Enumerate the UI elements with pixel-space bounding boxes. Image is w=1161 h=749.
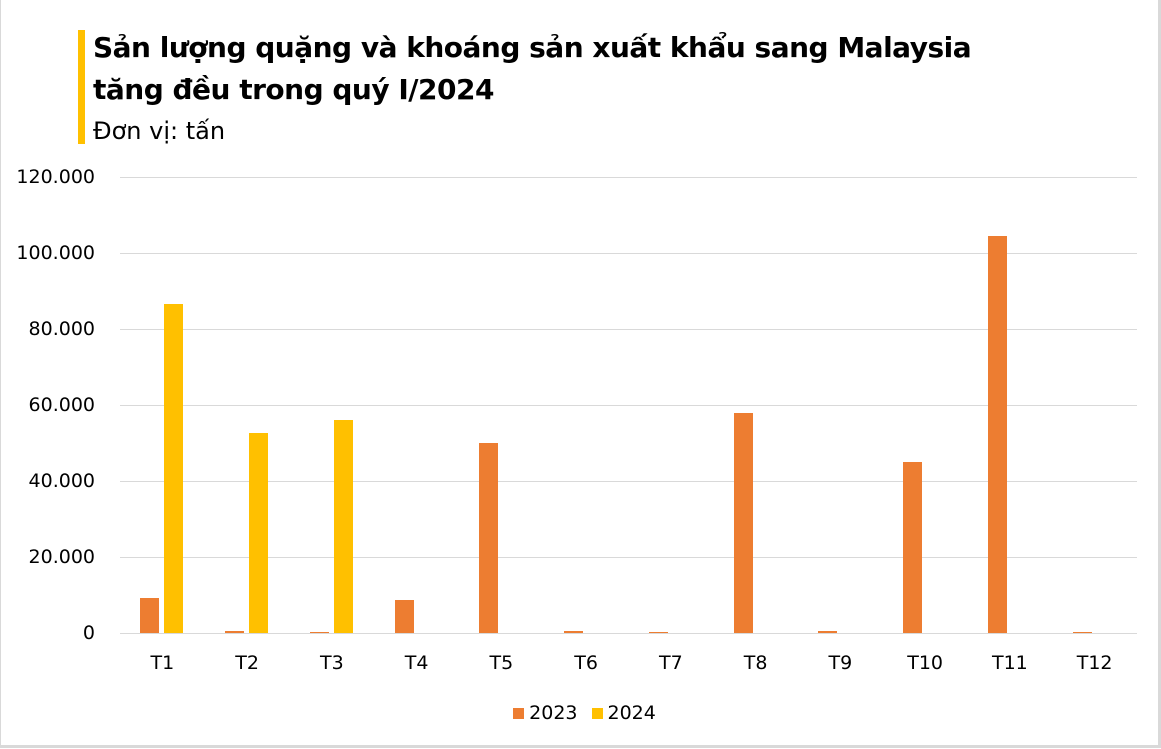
unit-label: Đơn vị: tấn: [93, 117, 226, 145]
legend-label-2024: 2024: [607, 702, 656, 724]
gridline: [120, 253, 1137, 254]
gridline: [120, 329, 1137, 330]
x-tick-label: T12: [1076, 652, 1113, 674]
plot-area: [120, 177, 1137, 634]
gridline: [120, 481, 1137, 482]
x-tick-label: T3: [320, 652, 344, 674]
x-tick-label: T4: [404, 652, 429, 674]
y-tick-label: 0: [82, 622, 95, 644]
legend-item-2023: 2023: [513, 702, 578, 724]
y-tick-label: 60.000: [28, 394, 95, 416]
bar-2023-T7: [648, 631, 668, 633]
x-tick-label: T2: [235, 652, 259, 674]
x-tick-label: T8: [743, 652, 768, 674]
x-tick-label: T1: [150, 652, 175, 674]
gridline: [120, 633, 1137, 634]
bar-2023-T1: [140, 598, 160, 633]
title-line-1: Sản lượng quặng và khoáng sản xuất khẩu …: [93, 31, 972, 64]
x-tick-label: T9: [828, 652, 853, 674]
y-tick-label: 100.000: [16, 242, 95, 264]
y-tick-label: 20.000: [28, 546, 95, 568]
legend: 2023 2024: [0, 702, 1161, 724]
legend-label-2023: 2023: [529, 702, 578, 724]
bar-2024-T3: [333, 419, 353, 633]
bar-2023-T2: [225, 631, 245, 633]
x-tick-label: T10: [907, 652, 944, 674]
title-line-2: tăng đều trong quý I/2024: [93, 73, 494, 106]
bar-2023-T12: [1072, 631, 1092, 633]
x-tick-label: T5: [489, 652, 514, 674]
bar-2023-T11: [987, 235, 1007, 633]
x-tick-label: T11: [991, 652, 1028, 674]
gridline: [120, 557, 1137, 558]
y-tick-label: 40.000: [28, 470, 95, 492]
bar-2023-T10: [903, 462, 923, 633]
legend-item-2024: 2024: [591, 702, 656, 724]
x-tick-label: T7: [659, 652, 683, 674]
bar-2023-T5: [479, 443, 499, 633]
bar-2023-T9: [818, 631, 838, 633]
chart-title: Sản lượng quặng và khoáng sản xuất khẩu …: [93, 27, 972, 111]
bar-2023-T3: [309, 631, 329, 633]
legend-swatch-2024: [591, 707, 603, 719]
bar-2023-T6: [564, 631, 584, 633]
gridline: [120, 177, 1137, 178]
bar-2023-T8: [733, 412, 753, 633]
title-accent-bar: [78, 30, 85, 144]
y-tick-label: 80.000: [28, 318, 95, 340]
x-tick-label: T6: [574, 652, 598, 674]
bar-2024-T2: [249, 433, 269, 633]
bar-2023-T4: [394, 599, 414, 633]
y-tick-label: 120.000: [16, 166, 95, 188]
bar-2024-T1: [164, 303, 184, 633]
gridline: [120, 405, 1137, 406]
legend-swatch-2023: [513, 707, 525, 719]
